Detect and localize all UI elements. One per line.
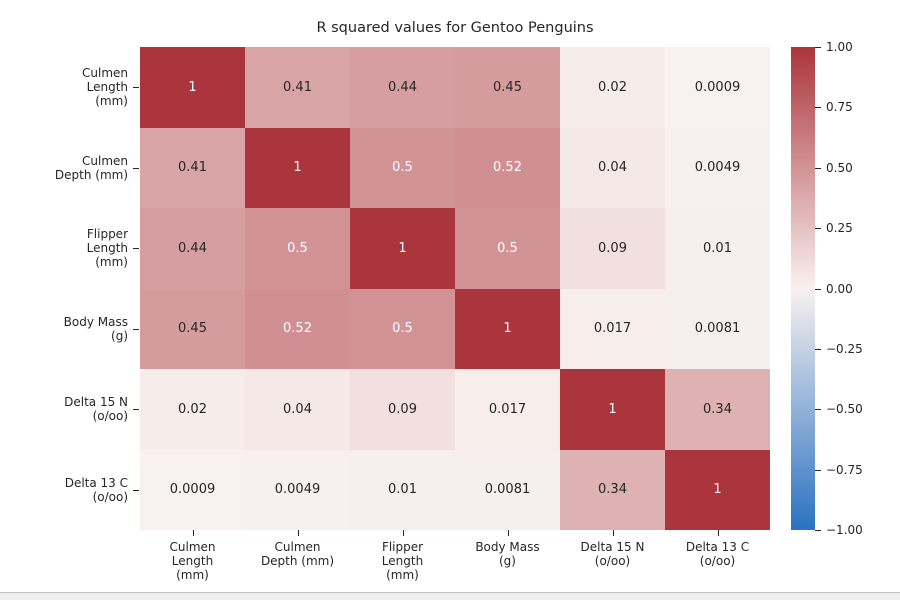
heatmap-cell: 1 bbox=[560, 369, 665, 450]
heatmap-cell: 0.0081 bbox=[455, 449, 560, 530]
heatmap-cell: 0.0081 bbox=[665, 288, 770, 369]
heatmap-cell: 0.44 bbox=[140, 208, 245, 289]
x-tick-label: Delta 15 N (o/oo) bbox=[580, 540, 645, 568]
heatmap-cell: 0.52 bbox=[245, 288, 350, 369]
x-tick-mark bbox=[717, 530, 719, 536]
y-tick-label: Flipper Length (mm) bbox=[86, 227, 128, 270]
heatmap-grid: 1 0.41 0.44 0.45 0.02 0.0009 0.41 1 0.5 0.52 0.04 0… bbox=[140, 47, 770, 530]
y-tick-label: Culmen Depth (mm) bbox=[54, 153, 128, 182]
heatmap-cell: 0.017 bbox=[560, 288, 665, 369]
chart-title: R squared values for Gentoo Penguins bbox=[316, 20, 594, 36]
y-tick-label: Delta 13 C (o/oo) bbox=[64, 475, 128, 504]
heatmap-cell: 0.0049 bbox=[245, 449, 350, 530]
heatmap-cell: 0.04 bbox=[560, 127, 665, 208]
colorbar-tick-label: −0.25 bbox=[826, 341, 863, 356]
x-tick-mark bbox=[612, 530, 614, 536]
heatmap-cell: 0.34 bbox=[560, 449, 665, 530]
y-tick-label: Body Mass (g) bbox=[63, 314, 128, 343]
y-tick-label: Delta 15 N (o/oo) bbox=[64, 395, 128, 424]
colorbar-tick-mark bbox=[815, 348, 821, 350]
heatmap-cell: 0.0009 bbox=[665, 47, 770, 128]
heatmap-cell: 0.5 bbox=[245, 208, 350, 289]
window-bottom-edge bbox=[0, 592, 900, 600]
heatmap-cell: 0.02 bbox=[560, 47, 665, 128]
y-tick-label: Culmen Length (mm) bbox=[82, 66, 128, 109]
heatmap-cell: 0.0009 bbox=[140, 449, 245, 530]
colorbar-tick-label: 1.00 bbox=[826, 40, 853, 54]
heatmap-cell: 1 bbox=[350, 208, 455, 289]
colorbar-tick-mark bbox=[815, 530, 821, 531]
x-tick-label: Culmen Depth (mm) bbox=[260, 540, 335, 568]
heatmap-cell: 0.09 bbox=[560, 208, 665, 289]
heatmap-cell: 0.04 bbox=[245, 369, 350, 450]
heatmap-cell: 0.52 bbox=[455, 127, 560, 208]
colorbar-tick-mark bbox=[815, 47, 821, 48]
colorbar-tick-mark bbox=[815, 167, 821, 169]
x-tick-mark bbox=[402, 530, 404, 536]
y-tick-mark bbox=[133, 489, 139, 491]
heatmap-cell: 0.09 bbox=[350, 369, 455, 450]
colorbar-tick-mark bbox=[815, 107, 821, 109]
heatmap-cell: 1 bbox=[665, 449, 770, 530]
heatmap-cell: 0.41 bbox=[245, 47, 350, 128]
x-tick-label: Flipper Length (mm) bbox=[381, 540, 424, 582]
y-tick-mark bbox=[133, 328, 139, 330]
y-tick-mark bbox=[133, 87, 139, 89]
x-tick-mark bbox=[297, 530, 299, 536]
colorbar-tick-label: −0.75 bbox=[826, 462, 863, 477]
heatmap-cell: 1 bbox=[140, 47, 245, 128]
heatmap-cell: 1 bbox=[245, 127, 350, 208]
heatmap-cell: 0.41 bbox=[140, 127, 245, 208]
colorbar-tick-mark bbox=[815, 288, 821, 290]
x-tick-mark bbox=[192, 530, 194, 536]
colorbar-tick-label: 0.75 bbox=[826, 100, 853, 115]
x-tick-label: Body Mass (g) bbox=[475, 540, 540, 568]
heatmap-cell: 0.5 bbox=[350, 288, 455, 369]
colorbar-tick-label: 0.50 bbox=[826, 160, 853, 175]
x-tick-label: Delta 13 C (o/oo) bbox=[685, 540, 750, 568]
heatmap-cell: 0.45 bbox=[140, 288, 245, 369]
y-tick-mark bbox=[133, 248, 139, 250]
heatmap-cell: 0.0049 bbox=[665, 127, 770, 208]
heatmap-cell: 0.02 bbox=[140, 369, 245, 450]
heatmap-cell: 0.34 bbox=[665, 369, 770, 450]
colorbar-tick-label: −0.50 bbox=[826, 402, 863, 417]
heatmap-cell: 0.45 bbox=[455, 47, 560, 128]
colorbar-tick-label: −1.00 bbox=[826, 523, 863, 537]
colorbar-tick-label: 0.00 bbox=[826, 281, 853, 296]
heatmap-cell: 0.5 bbox=[455, 208, 560, 289]
colorbar: 1.00 0.75 0.50 0.25 0.00 −0.25 −0.50 −0.75 −1.00 bbox=[791, 40, 863, 537]
x-tick-mark bbox=[507, 530, 509, 536]
heatmap-cell: 1 bbox=[455, 288, 560, 369]
colorbar-tick-mark bbox=[815, 469, 821, 471]
colorbar-tick-label: 0.25 bbox=[826, 221, 853, 236]
heatmap-cell: 0.01 bbox=[665, 208, 770, 289]
heatmap-cell: 0.017 bbox=[455, 369, 560, 450]
y-tick-mark bbox=[133, 167, 139, 169]
heatmap-cell: 0.01 bbox=[350, 449, 455, 530]
y-tick-mark bbox=[133, 409, 139, 411]
colorbar-tick-mark bbox=[815, 228, 821, 230]
x-tick-label: Culmen Length (mm) bbox=[169, 540, 216, 582]
colorbar-gradient bbox=[791, 47, 815, 530]
heatmap-cell: 0.5 bbox=[350, 127, 455, 208]
colorbar-tick-mark bbox=[815, 409, 821, 411]
heatmap-cell: 0.44 bbox=[350, 47, 455, 128]
